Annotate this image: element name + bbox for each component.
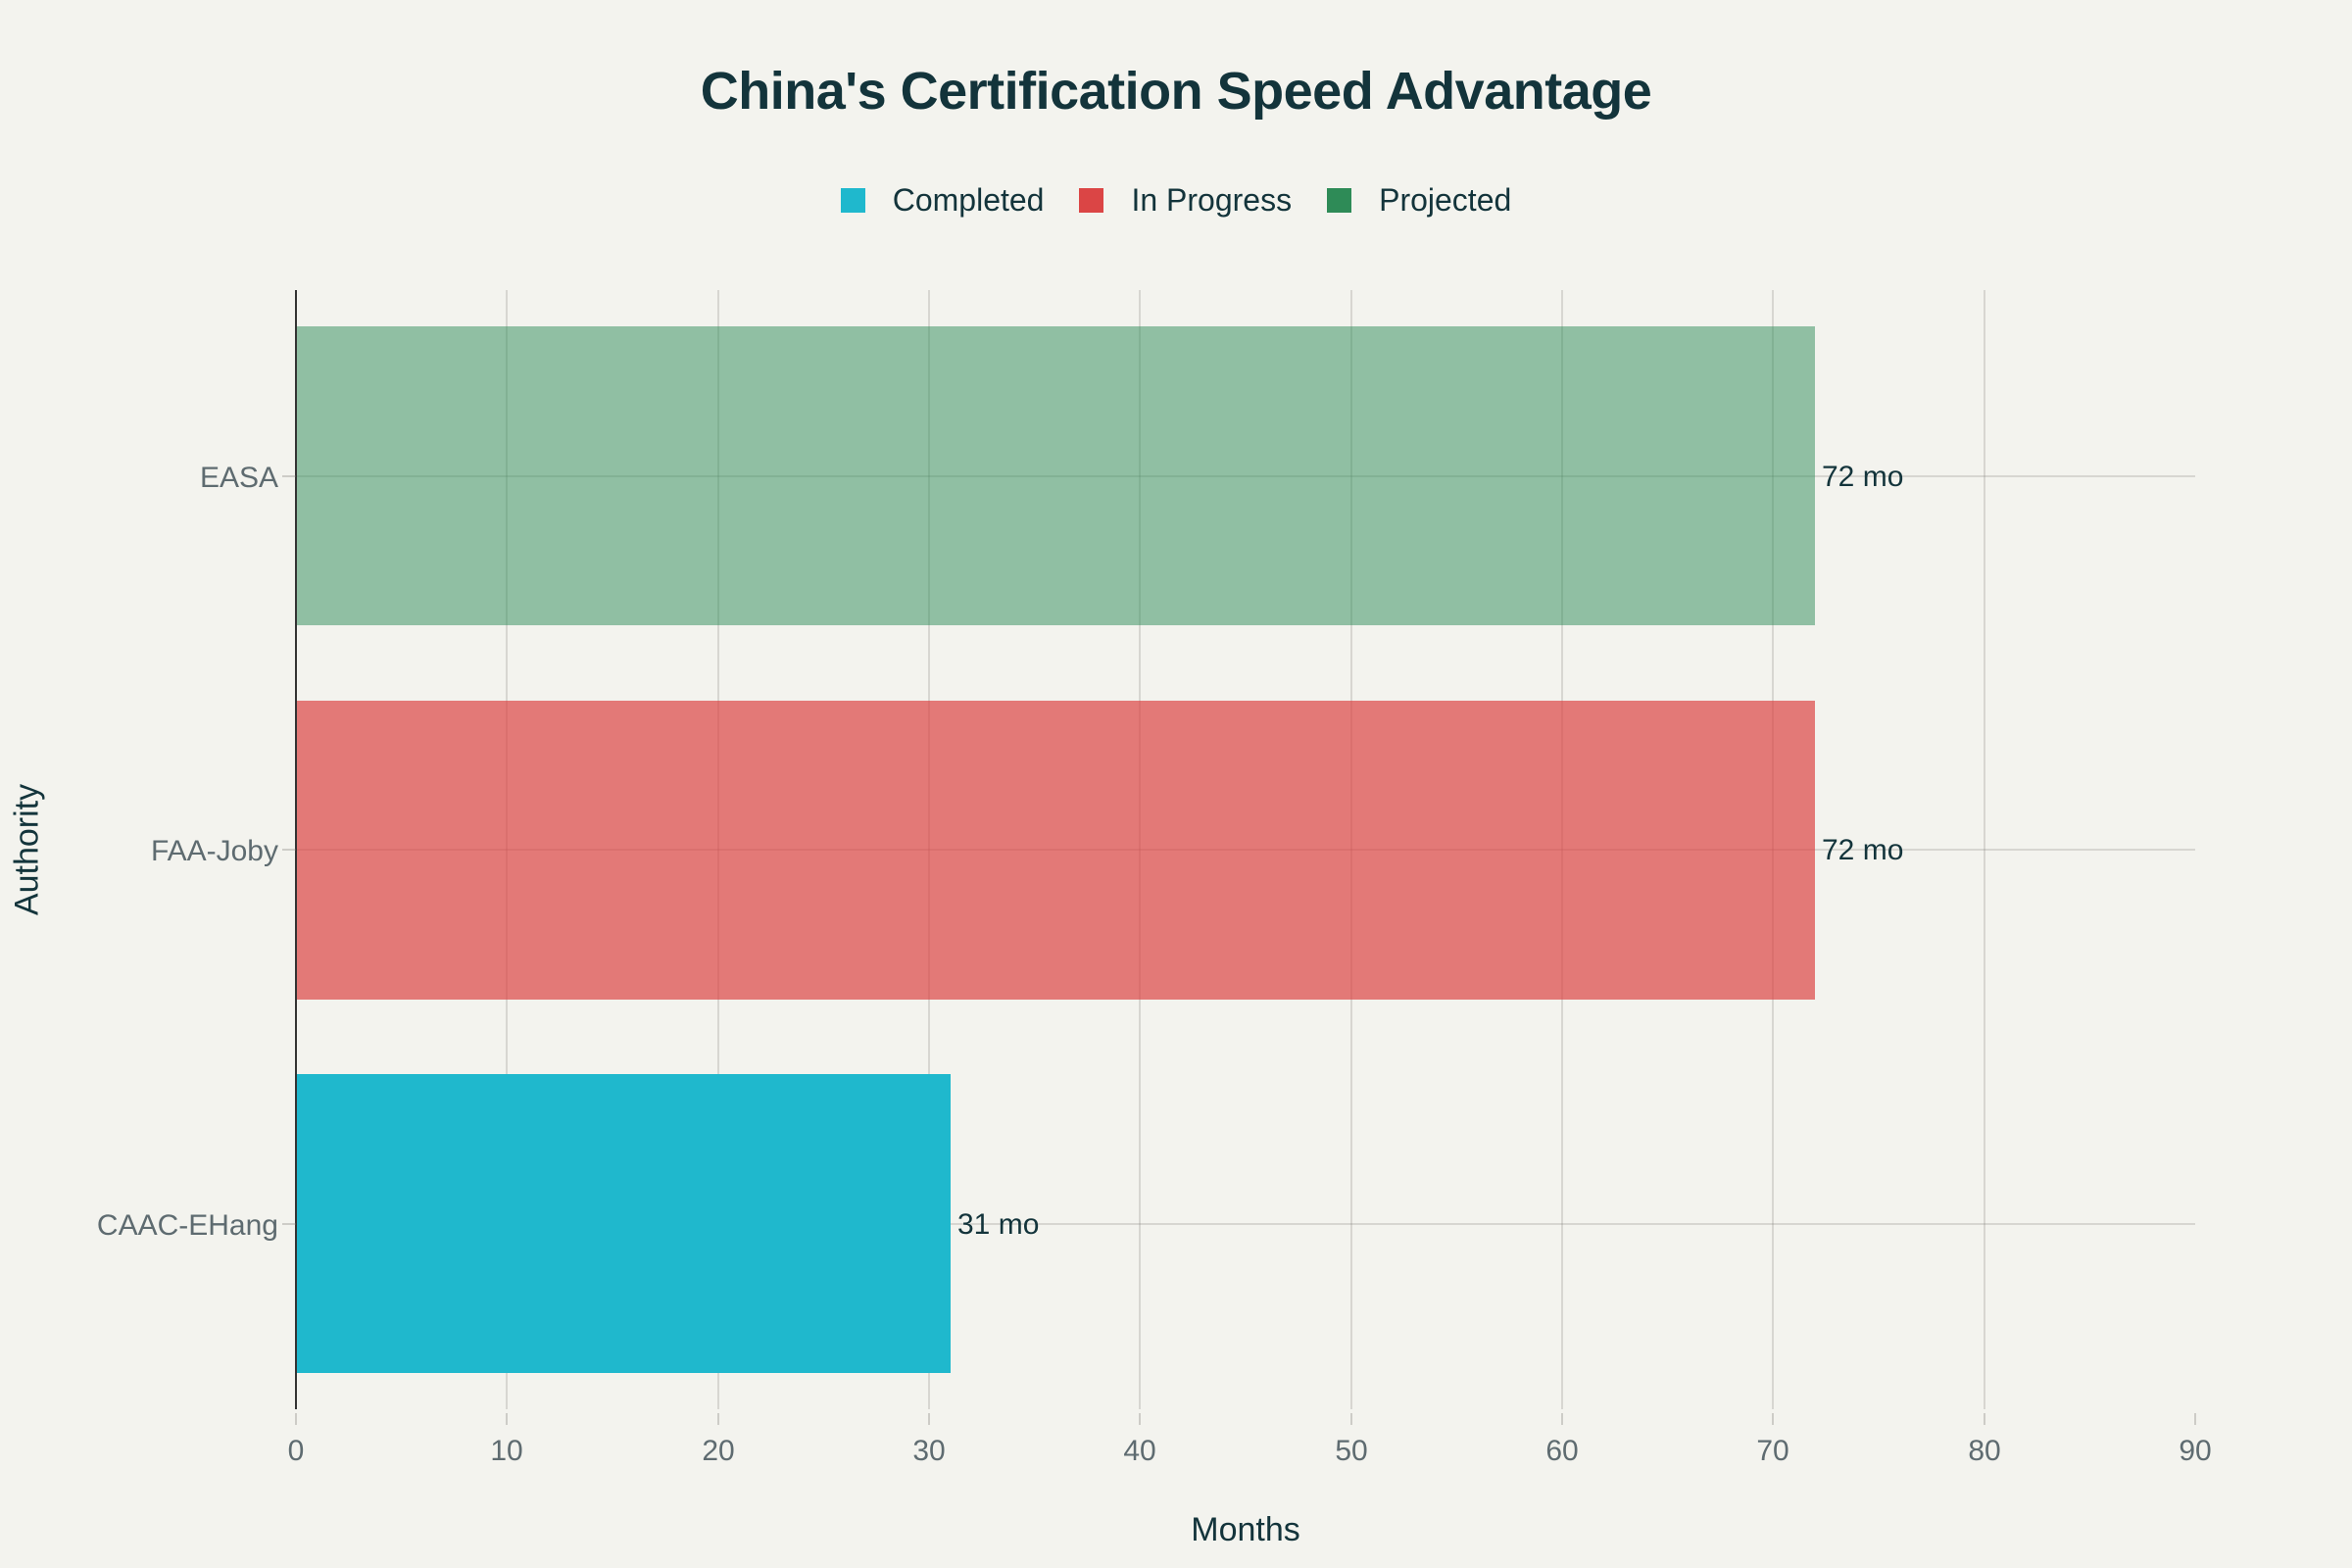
x-tick-90	[2194, 1413, 2196, 1425]
legend-label: In Progress	[1131, 182, 1293, 218]
legend-label: Completed	[892, 182, 1045, 218]
bar-value-label-faa-joby: 72 mo	[1822, 834, 1904, 866]
x-tick-80	[1984, 1413, 1985, 1425]
legend-item-completed[interactable]: Completed	[840, 182, 1045, 219]
legend-swatch-completed-icon	[840, 188, 865, 213]
x-tick-label: 50	[1335, 1435, 1368, 1467]
x-tick-label: 40	[1123, 1435, 1156, 1467]
x-tick-label: 80	[1968, 1435, 2001, 1467]
y-tick-faa-joby	[282, 849, 296, 851]
x-tick-label: 60	[1545, 1435, 1579, 1467]
bar-value-label-caac-ehang: 31 mo	[957, 1208, 1040, 1241]
x-axis-title: Months	[1191, 1511, 1300, 1548]
y-axis-line	[295, 290, 297, 1409]
x-tick-label: 0	[287, 1435, 305, 1467]
bar-easa[interactable]	[296, 326, 1815, 625]
gridline-y-caac-ehang	[296, 1223, 2195, 1225]
legend-swatch-projected-icon	[1327, 188, 1352, 213]
x-tick-10	[506, 1413, 508, 1425]
bar-value-label-easa: 72 mo	[1822, 461, 1904, 493]
y-tick-label-caac-ehang: CAAC-EHang	[96, 1209, 278, 1242]
x-tick-50	[1350, 1413, 1352, 1425]
gridline-x-80	[1984, 290, 1985, 1409]
x-tick-label: 20	[702, 1435, 735, 1467]
legend-swatch-in-progress-icon	[1079, 188, 1104, 213]
x-tick-70	[1772, 1413, 1774, 1425]
x-tick-60	[1561, 1413, 1563, 1425]
chart-title: China's Certification Speed Advantage	[700, 62, 1652, 121]
plot-area: 72 mo 72 mo 31 mo	[296, 290, 2195, 1409]
x-tick-0	[295, 1413, 297, 1425]
x-tick-label: 70	[1756, 1435, 1789, 1467]
y-tick-label-easa: EASA	[199, 462, 278, 494]
y-axis-title: Authority	[8, 783, 46, 916]
x-tick-20	[717, 1413, 719, 1425]
x-tick-label: 90	[2179, 1435, 2212, 1467]
legend-item-projected[interactable]: Projected	[1327, 182, 1511, 219]
x-tick-label: 30	[912, 1435, 946, 1467]
legend-label: Projected	[1379, 182, 1512, 218]
y-tick-label-faa-joby: FAA-Joby	[150, 835, 278, 867]
y-tick-easa	[282, 475, 296, 477]
x-tick-label: 10	[490, 1435, 523, 1467]
legend-item-in-progress[interactable]: In Progress	[1079, 182, 1292, 219]
x-tick-30	[928, 1413, 930, 1425]
legend: Completed In Progress Projected	[0, 182, 2352, 219]
y-tick-caac-ehang	[282, 1223, 296, 1225]
bar-caac-ehang[interactable]	[296, 1074, 951, 1373]
x-tick-40	[1139, 1413, 1141, 1425]
bar-faa-joby[interactable]	[296, 701, 1815, 1000]
